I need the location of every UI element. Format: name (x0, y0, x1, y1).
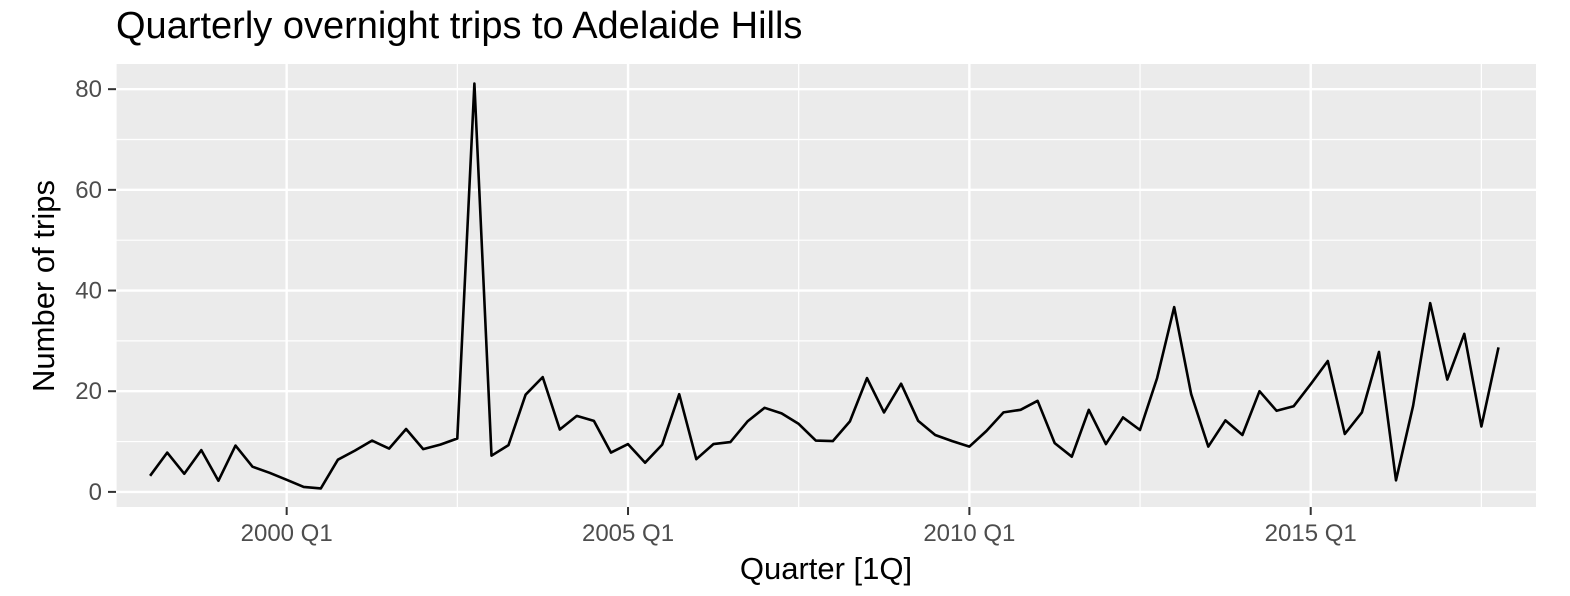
series-line (149, 82, 1500, 490)
x-axis-title: Quarter [1Q] (740, 551, 912, 586)
y-tick-label: 40 (75, 278, 102, 305)
y-tick-label: 0 (89, 479, 102, 506)
x-axis: 2000 Q1 2005 Q1 2010 Q1 2015 Q1 (241, 507, 1357, 547)
x-tick-label: 2010 Q1 (923, 520, 1015, 547)
y-tick-label: 80 (75, 76, 102, 103)
x-tick-label: 2015 Q1 (1265, 520, 1357, 547)
chart-title: Quarterly overnight trips to Adelaide Hi… (116, 5, 802, 47)
y-tick-label: 60 (75, 177, 102, 204)
plot-panel (116, 64, 1536, 507)
y-axis-title: Number of trips (26, 180, 61, 392)
major-gridlines (116, 64, 1536, 507)
minor-gridlines (115, 64, 1536, 507)
y-axis: 0 20 40 60 80 (75, 76, 116, 506)
x-tick-label: 2005 Q1 (582, 520, 674, 547)
x-tick-label: 2000 Q1 (241, 520, 333, 547)
y-tick-label: 20 (75, 378, 102, 405)
